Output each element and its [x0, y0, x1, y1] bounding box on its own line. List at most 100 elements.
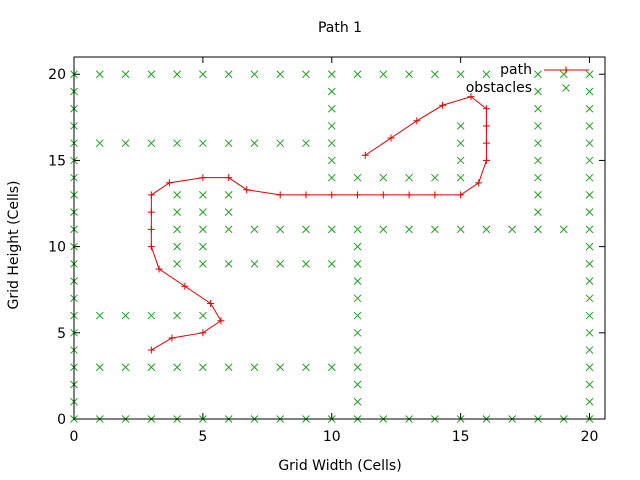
obstacle-stroke	[534, 225, 542, 234]
obstacle-stroke	[147, 139, 156, 148]
obstacle-stroke	[353, 363, 362, 372]
obstacle-stroke	[173, 225, 181, 234]
path-point	[475, 179, 483, 187]
obstacle-stroke	[302, 225, 310, 234]
obstacle-point	[585, 311, 594, 320]
obstacle-point	[405, 225, 413, 234]
obstacle-point	[559, 225, 568, 234]
obstacle-point	[534, 139, 542, 148]
obstacle-stroke	[327, 104, 336, 113]
path-point	[405, 191, 413, 199]
obstacle-stroke	[405, 225, 413, 234]
obstacle-stroke	[147, 70, 156, 79]
obstacle-stroke	[250, 363, 259, 372]
obstacle-stroke	[431, 70, 439, 79]
legend-marker-path	[562, 66, 570, 74]
obstacle-point	[353, 277, 362, 285]
obstacle-stroke	[585, 122, 594, 130]
obstacle-stroke	[121, 70, 130, 79]
obstacle-stroke	[353, 242, 362, 251]
path-point	[199, 329, 207, 337]
obstacle-point	[585, 191, 594, 199]
y-tick-label: 10	[48, 240, 66, 256]
obstacle-point	[534, 208, 542, 216]
obstacle-point	[95, 363, 104, 372]
obstacle-point	[405, 70, 413, 79]
obstacle-point	[585, 70, 594, 79]
obstacle-stroke	[302, 70, 310, 79]
obstacle-point	[276, 139, 285, 148]
path-point	[482, 139, 490, 147]
obstacle-stroke	[508, 225, 517, 234]
obstacle-stroke	[353, 311, 362, 320]
path-point	[147, 243, 155, 251]
obstacle-point	[199, 139, 207, 148]
obstacle-stroke	[405, 70, 413, 79]
obstacle-stroke	[353, 346, 362, 354]
obstacle-point	[147, 311, 156, 320]
y-tick-label: 15	[48, 153, 66, 169]
obstacle-stroke	[431, 173, 439, 182]
obstacle-stroke	[199, 139, 207, 148]
obstacle-point	[585, 156, 594, 165]
obstacle-point	[534, 173, 542, 182]
obstacle-point	[173, 225, 181, 234]
obstacle-stroke	[173, 70, 181, 79]
x-axis-label: Grid Width (Cells)	[278, 458, 401, 474]
y-axis-label: Grid Height (Cells)	[6, 181, 22, 310]
path-point	[354, 191, 362, 199]
path-layer	[147, 93, 490, 354]
obstacle-point	[173, 208, 181, 216]
obstacle-point	[585, 260, 594, 268]
obstacle-stroke	[585, 311, 594, 320]
obstacle-stroke	[224, 191, 233, 199]
obstacle-point	[534, 191, 542, 199]
obstacle-stroke	[585, 294, 594, 303]
y-tick-label: 5	[57, 326, 66, 342]
obstacle-point	[585, 225, 594, 234]
obstacle-point	[224, 70, 233, 79]
obstacle-point	[353, 311, 362, 320]
obstacle-stroke	[585, 397, 594, 406]
obstacle-point	[405, 173, 413, 182]
legend-label-obstacles: obstacles	[466, 80, 532, 96]
obstacle-point	[95, 311, 104, 320]
obstacle-stroke	[224, 260, 233, 268]
obstacle-point	[379, 70, 388, 79]
obstacle-stroke	[147, 363, 156, 372]
obstacle-point	[121, 311, 130, 320]
path-point	[199, 174, 207, 182]
obstacle-point	[199, 311, 207, 320]
obstacle-point	[95, 70, 104, 79]
obstacle-stroke	[276, 260, 285, 268]
obstacle-stroke	[199, 70, 207, 79]
obstacle-stroke	[585, 242, 594, 251]
obstacle-point	[250, 139, 259, 148]
obstacle-stroke	[379, 225, 388, 234]
obstacle-point	[585, 122, 594, 130]
obstacle-stroke	[327, 139, 336, 148]
obstacle-stroke	[327, 70, 336, 79]
obstacle-point	[327, 122, 336, 130]
obstacle-point	[353, 225, 362, 234]
obstacle-point	[456, 173, 465, 182]
path-point	[361, 151, 369, 159]
path-point	[147, 208, 155, 216]
obstacle-stroke	[379, 173, 388, 182]
legend: path obstacles	[466, 62, 589, 96]
obstacle-point	[302, 260, 310, 268]
obstacle-stroke	[173, 363, 181, 372]
obstacle-point	[585, 380, 594, 389]
obstacle-point	[585, 173, 594, 182]
obstacle-point	[482, 70, 491, 79]
obstacle-stroke	[585, 104, 594, 113]
path-point	[147, 225, 155, 233]
obstacle-point	[224, 363, 233, 372]
obstacle-stroke	[353, 380, 362, 389]
obstacle-point	[173, 139, 181, 148]
obstacle-point	[302, 139, 310, 148]
obstacle-stroke	[95, 70, 104, 79]
chart-title: Path 1	[318, 20, 362, 36]
obstacle-point	[431, 70, 439, 79]
